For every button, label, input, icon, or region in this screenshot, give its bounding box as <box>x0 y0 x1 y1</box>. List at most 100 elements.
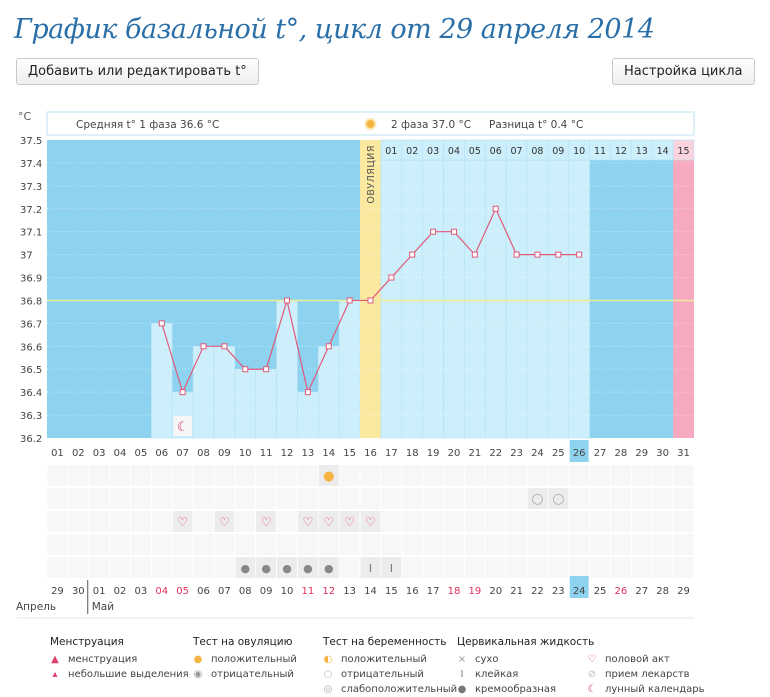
symptom-cell[interactable] <box>68 557 89 578</box>
symptom-cell[interactable] <box>673 465 694 486</box>
symptom-cell[interactable] <box>360 488 381 509</box>
cycle-day-label[interactable]: 28 <box>615 448 628 459</box>
symptom-cell[interactable] <box>506 534 527 555</box>
symptom-cell[interactable] <box>444 465 464 486</box>
symptom-cell[interactable] <box>631 488 652 509</box>
symptom-cell[interactable] <box>610 465 631 486</box>
symptom-cell[interactable] <box>464 488 485 509</box>
cycle-day-label[interactable]: 07 <box>176 448 189 459</box>
symptom-cell[interactable] <box>381 511 402 532</box>
symptom-cell[interactable] <box>485 488 506 509</box>
symptom-cell[interactable] <box>256 488 277 509</box>
symptom-cell[interactable] <box>610 511 631 532</box>
cycle-day-label[interactable]: 14 <box>322 448 335 459</box>
symptom-cell[interactable] <box>297 534 318 555</box>
symptom-cell[interactable] <box>402 465 423 486</box>
symptom-cell[interactable] <box>610 557 631 578</box>
symptom-cell[interactable] <box>130 557 151 578</box>
symptom-cell[interactable] <box>214 557 235 578</box>
temperature-point[interactable] <box>430 228 437 235</box>
symptom-cell[interactable] <box>548 511 569 532</box>
cycle-day-label[interactable]: 01 <box>51 448 64 459</box>
cycle-settings-button[interactable]: Настройка цикла <box>612 58 755 85</box>
symptom-cell[interactable] <box>548 534 569 555</box>
temperature-point[interactable] <box>200 343 207 350</box>
symptom-cell[interactable] <box>485 557 506 578</box>
symptom-cell[interactable] <box>590 465 610 486</box>
temperature-point[interactable] <box>158 320 165 327</box>
symptom-cell[interactable] <box>235 511 256 532</box>
cycle-day-label[interactable]: 03 <box>93 448 106 459</box>
symptom-cell[interactable] <box>68 511 89 532</box>
temperature-point[interactable] <box>450 228 457 235</box>
symptom-cell[interactable] <box>402 534 423 555</box>
symptom-cell[interactable] <box>527 511 548 532</box>
symptom-cell[interactable] <box>673 534 694 555</box>
symptom-cell[interactable] <box>423 488 444 509</box>
temperature-point[interactable] <box>284 297 291 304</box>
symptom-cell[interactable] <box>631 465 652 486</box>
symptom-cell[interactable] <box>110 534 130 555</box>
symptom-cell[interactable] <box>423 557 444 578</box>
edit-temperature-button[interactable]: Добавить или редактировать t° <box>16 58 259 85</box>
cycle-day-label[interactable]: 17 <box>385 448 398 459</box>
symptom-cell[interactable] <box>47 534 68 555</box>
symptom-cell[interactable] <box>89 511 110 532</box>
symptom-cell[interactable] <box>256 534 277 555</box>
cycle-day-label[interactable]: 30 <box>656 448 669 459</box>
symptom-cell[interactable] <box>444 511 464 532</box>
cycle-day-label[interactable]: 18 <box>406 448 419 459</box>
symptom-cell[interactable] <box>297 488 318 509</box>
symptom-cell[interactable] <box>193 465 214 486</box>
temperature-point[interactable] <box>409 251 416 258</box>
symptom-cell[interactable] <box>151 534 172 555</box>
cycle-day-label[interactable]: 09 <box>218 448 231 459</box>
symptom-cell[interactable] <box>590 511 610 532</box>
cycle-day-label[interactable]: 20 <box>448 448 461 459</box>
symptom-cell[interactable] <box>172 488 193 509</box>
symptom-cell[interactable] <box>110 511 130 532</box>
temperature-point[interactable] <box>555 251 562 258</box>
symptom-cell[interactable] <box>548 465 569 486</box>
symptom-cell[interactable] <box>214 534 235 555</box>
cycle-day-label[interactable]: 21 <box>468 448 481 459</box>
symptom-cell[interactable] <box>235 488 256 509</box>
symptom-cell[interactable] <box>172 557 193 578</box>
symptom-cell[interactable] <box>548 557 569 578</box>
cycle-day-label[interactable]: 23 <box>510 448 523 459</box>
cycle-day-label[interactable]: 06 <box>155 448 168 459</box>
symptom-cell[interactable] <box>130 511 151 532</box>
symptom-cell[interactable] <box>360 465 381 486</box>
cycle-day-label[interactable]: 05 <box>135 448 148 459</box>
symptom-cell[interactable] <box>464 557 485 578</box>
symptom-cell[interactable] <box>297 465 318 486</box>
symptom-cell[interactable] <box>569 557 590 578</box>
temperature-point[interactable] <box>179 389 186 396</box>
symptom-cell[interactable] <box>235 534 256 555</box>
cycle-day-label[interactable]: 22 <box>489 448 502 459</box>
symptom-cell[interactable] <box>485 511 506 532</box>
symptom-cell[interactable] <box>89 465 110 486</box>
symptom-cell[interactable] <box>89 534 110 555</box>
symptom-cell[interactable] <box>631 534 652 555</box>
symptom-cell[interactable] <box>444 488 464 509</box>
symptom-cell[interactable] <box>590 557 610 578</box>
symptom-cell[interactable] <box>610 534 631 555</box>
cycle-day-label[interactable]: 27 <box>594 448 607 459</box>
temperature-point[interactable] <box>513 251 520 258</box>
symptom-cell[interactable] <box>444 534 464 555</box>
symptom-cell[interactable] <box>68 488 89 509</box>
symptom-cell[interactable] <box>339 465 360 486</box>
cycle-day-label[interactable]: 12 <box>281 448 294 459</box>
symptom-cell[interactable] <box>193 557 214 578</box>
symptom-cell[interactable] <box>277 465 297 486</box>
symptom-cell[interactable] <box>47 511 68 532</box>
symptom-cell[interactable] <box>423 534 444 555</box>
cycle-day-label[interactable]: 04 <box>114 448 127 459</box>
symptom-cell[interactable] <box>277 534 297 555</box>
symptom-cell[interactable] <box>402 488 423 509</box>
symptom-cell[interactable] <box>89 488 110 509</box>
cycle-day-label[interactable]: 25 <box>552 448 565 459</box>
symptom-cell[interactable] <box>47 557 68 578</box>
cycle-day-label[interactable]: 08 <box>197 448 210 459</box>
